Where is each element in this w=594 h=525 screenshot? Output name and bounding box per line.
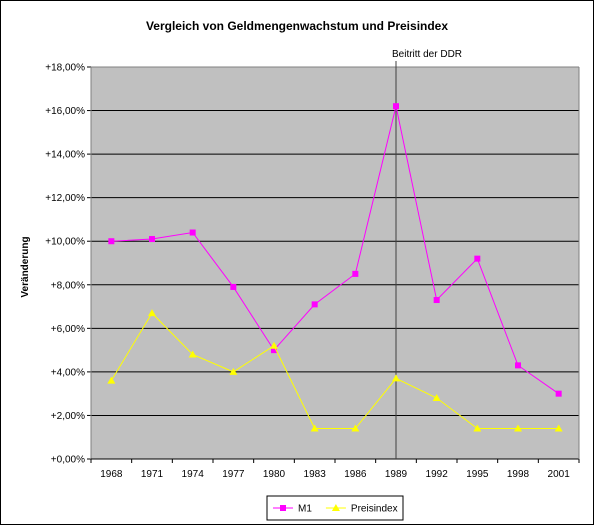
data-point-preisindex — [514, 424, 522, 432]
y-tick-label: +6,00% — [51, 324, 85, 335]
data-point-preisindex — [432, 394, 441, 402]
x-tick-label: 1986 — [344, 469, 367, 480]
data-point-preisindex — [270, 341, 278, 349]
data-point-preisindex — [107, 376, 116, 384]
series-line-preisindex — [110, 312, 559, 430]
legend-label-preisindex: Preisindex — [351, 504, 398, 515]
data-point-preisindex — [392, 374, 400, 382]
y-tick-label: +10,00% — [45, 237, 85, 248]
y-tick-label: +16,00% — [45, 106, 85, 117]
data-point-m1 — [555, 390, 562, 397]
x-tick-label: 1980 — [263, 469, 286, 480]
x-tick-label: 2001 — [548, 469, 571, 480]
x-tick-label: 1971 — [141, 469, 164, 480]
legend-label-m1: M1 — [298, 504, 312, 515]
x-tick-label: 1977 — [222, 469, 245, 480]
data-point-m1 — [149, 236, 155, 243]
y-tick-label: +18,00% — [45, 63, 85, 74]
annotation-label: Beitritt der DDR — [392, 49, 462, 60]
x-tick-label: 1983 — [304, 469, 327, 480]
data-point-m1 — [433, 297, 440, 304]
chart-title: Vergleich von Geldmengenwachstum und Pre… — [146, 19, 448, 33]
y-axis-title: Veränderung — [20, 236, 31, 297]
x-tick-label: 1998 — [507, 469, 530, 480]
x-tick-label: 1974 — [182, 469, 205, 480]
data-point-m1 — [271, 347, 277, 354]
data-point-m1 — [474, 255, 481, 262]
data-point-m1 — [311, 301, 318, 308]
data-point-preisindex — [310, 424, 319, 432]
data-point-m1 — [230, 283, 237, 290]
plot-background — [91, 67, 579, 459]
series-line-m1 — [111, 106, 559, 395]
data-point-preisindex — [188, 350, 197, 358]
legend-marker-preisindex — [331, 504, 340, 511]
y-tick-label: +8,00% — [51, 280, 85, 291]
data-point-m1 — [108, 238, 115, 245]
x-tick-label: 1989 — [385, 469, 408, 480]
y-tick-label: +4,00% — [51, 367, 85, 378]
data-point-m1 — [393, 103, 399, 110]
y-tick-label: +12,00% — [45, 193, 85, 204]
legend-marker-m1 — [280, 505, 286, 511]
y-tick-label: +0,00% — [51, 455, 85, 466]
data-point-m1 — [515, 362, 521, 369]
data-point-m1 — [352, 270, 359, 277]
data-point-m1 — [189, 229, 196, 236]
data-point-preisindex — [351, 424, 360, 432]
x-tick-label: 1995 — [466, 469, 489, 480]
data-point-preisindex — [554, 424, 563, 432]
data-point-preisindex — [148, 309, 156, 317]
y-tick-label: +2,00% — [51, 411, 85, 422]
data-point-preisindex — [473, 424, 482, 432]
y-tick-label: +14,00% — [45, 150, 85, 161]
plot-area: +0,00% +2,00% +4,00% +6,00% +8,00% +10,00% +12… — [45, 49, 580, 521]
data-point-preisindex — [229, 367, 238, 375]
x-tick-label: 1992 — [426, 469, 449, 480]
x-tick-label: 1968 — [100, 469, 123, 480]
